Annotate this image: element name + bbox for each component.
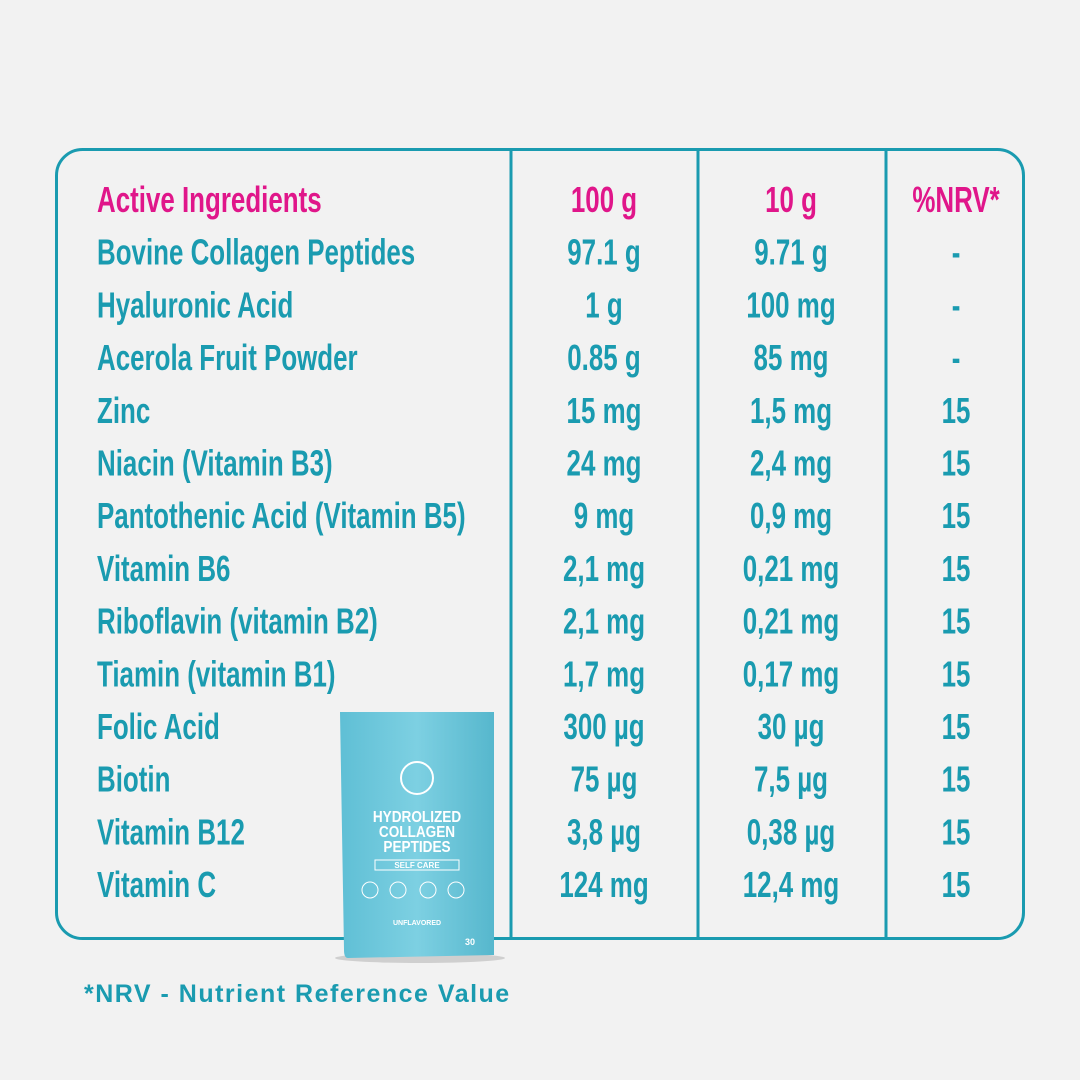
- pouch-tag-box: [374, 859, 460, 871]
- value-cell: 0,21 mg: [743, 601, 840, 641]
- value-cell: 15: [942, 707, 971, 747]
- value-cell: 15: [942, 549, 971, 589]
- value-cell: 2,4 mg: [750, 443, 832, 483]
- ingredient-cell: Pantothenic Acid (Vitamin B5): [97, 496, 466, 536]
- value-cell: 124 mg: [559, 865, 648, 905]
- value-cell: 2,1 mg: [563, 549, 645, 589]
- ingredient-cell: Hyaluronic Acid: [97, 285, 293, 325]
- ingredient-cell: Zinc: [97, 391, 150, 431]
- ingredient-cell: Acerola Fruit Powder: [97, 338, 358, 378]
- pouch-logo: [400, 761, 434, 795]
- value-cell: 9 mg: [574, 496, 634, 536]
- ingredient-cell: Folic Acid: [97, 707, 220, 747]
- value-cell: 1,7 mg: [563, 654, 645, 694]
- value-cell: 15: [942, 865, 971, 905]
- ingredient-cell: Riboflavin (vitamin B2): [97, 601, 378, 641]
- pouch-count: 30: [465, 937, 475, 947]
- value-cell: 0.85 g: [567, 338, 640, 378]
- value-cell: 3,8 µg: [567, 812, 641, 852]
- ingredient-cell: Niacin (Vitamin B3): [97, 443, 333, 483]
- value-cell: 0,21 mg: [743, 549, 840, 589]
- value-cell: 30 µg: [758, 707, 825, 747]
- value-cell: 15 mg: [567, 391, 642, 431]
- table-cells: Active Ingredients 100 g 10 g %NRV* Bovine C…: [97, 180, 1000, 905]
- value-cell: 15: [942, 496, 971, 536]
- value-cell: 12,4 mg: [743, 865, 840, 905]
- value-cell: 15: [942, 601, 971, 641]
- pouch-body: [340, 712, 494, 958]
- value-cell: -: [952, 233, 961, 273]
- value-cell: 300 µg: [563, 707, 644, 747]
- pouch-title: HYDROLIZED: [373, 809, 462, 826]
- value-cell: 85 mg: [754, 338, 829, 378]
- header-cell: Active Ingredients: [97, 180, 322, 220]
- value-cell: -: [952, 338, 961, 378]
- value-cell: 15: [942, 391, 971, 431]
- pouch-title: COLLAGEN: [379, 824, 455, 841]
- value-cell: 0,9 mg: [750, 496, 832, 536]
- pouch-icons: [361, 881, 465, 899]
- value-cell: 75 µg: [571, 760, 638, 800]
- value-cell: -: [952, 285, 961, 325]
- pouch-tag: SELF CARE: [394, 861, 440, 870]
- value-cell: 1 g: [585, 285, 622, 325]
- header-cell: %NRV*: [912, 180, 1000, 220]
- value-cell: 24 mg: [567, 443, 642, 483]
- ingredient-cell: Tiamin (vitamin B1): [97, 654, 336, 694]
- value-cell: 0,17 mg: [743, 654, 840, 694]
- pouch-flavor: UNFLAVORED: [393, 920, 441, 927]
- header-cell: 100 g: [571, 180, 637, 220]
- value-cell: 97.1 g: [567, 233, 640, 273]
- ingredient-cell: Bovine Collagen Peptides: [97, 233, 415, 273]
- footnote: *NRV - Nutrient Reference Value: [84, 980, 511, 1008]
- value-cell: 1,5 mg: [750, 391, 832, 431]
- value-cell: 0,38 µg: [747, 812, 835, 852]
- value-cell: 2,1 mg: [563, 601, 645, 641]
- ingredient-cell: Vitamin B6: [97, 549, 230, 589]
- ingredient-cell: Biotin: [97, 760, 170, 800]
- product-pouch: UNFLAVORED 30 HYDROLIZEDCOLLAGENPEPTIDES…: [335, 712, 505, 963]
- table-frame: [55, 148, 1025, 940]
- value-cell: 9.71 g: [754, 233, 827, 273]
- ingredient-cell: Vitamin B12: [97, 812, 245, 852]
- value-cell: 100 mg: [746, 285, 835, 325]
- value-cell: 15: [942, 443, 971, 483]
- value-cell: 15: [942, 760, 971, 800]
- value-cell: 15: [942, 812, 971, 852]
- pouch-title: PEPTIDES: [383, 839, 450, 856]
- value-cell: 15: [942, 654, 971, 694]
- ingredient-cell: Vitamin C: [97, 865, 216, 905]
- header-cell: 10 g: [765, 180, 817, 220]
- value-cell: 7,5 µg: [754, 760, 828, 800]
